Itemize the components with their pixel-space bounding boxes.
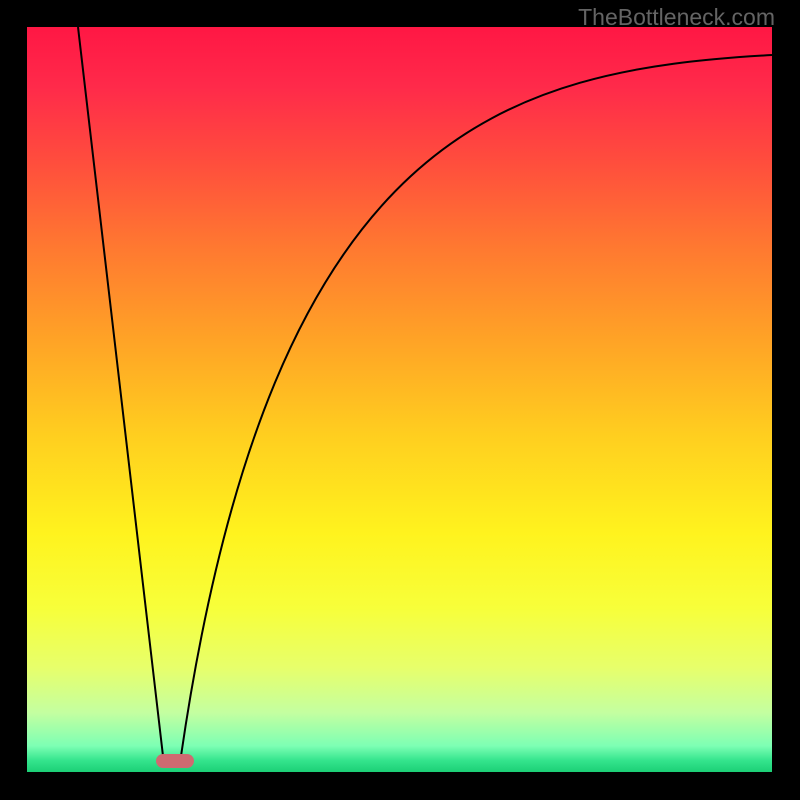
watermark-label: TheBottleneck.com xyxy=(578,4,775,31)
gradient-background xyxy=(27,27,772,772)
plot-area xyxy=(27,27,772,772)
minimum-marker xyxy=(156,754,194,768)
